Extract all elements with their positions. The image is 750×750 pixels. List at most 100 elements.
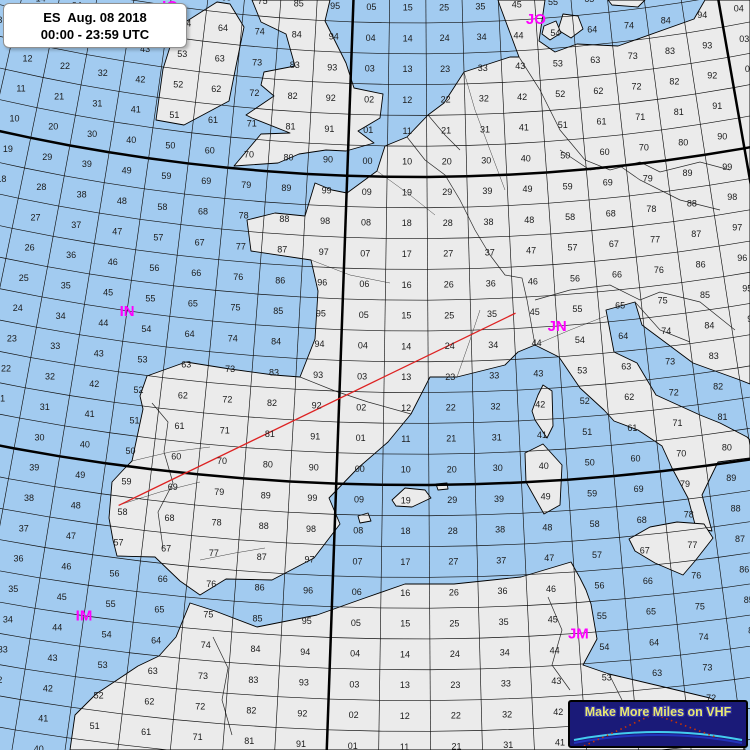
- grid-square-label: 50: [125, 446, 135, 456]
- grid-square-label: 67: [195, 237, 205, 247]
- grid-square-label: 95: [302, 616, 312, 626]
- grid-square-label: 91: [712, 101, 722, 111]
- grid-square-label: 32: [479, 94, 489, 104]
- grid-square-label: 08: [361, 218, 371, 228]
- grid-square-label: 73: [702, 662, 712, 672]
- grid-square-label: 86: [696, 259, 706, 269]
- river: [310, 259, 391, 284]
- grid-square-label: 76: [233, 272, 243, 282]
- grid-square-label: 14: [401, 341, 411, 351]
- grid-square-label: 11: [403, 126, 412, 136]
- grid-square-label: 38: [77, 190, 87, 200]
- grid-meridian: [0, 0, 97, 527]
- grid-square-label: 34: [3, 614, 13, 624]
- grid-square-label: 77: [687, 540, 697, 550]
- grid-square-label: 66: [191, 268, 201, 278]
- grid-square-label: 63: [215, 54, 225, 64]
- grid-square-label: 77: [650, 234, 660, 244]
- grid-square-label: 87: [735, 534, 745, 544]
- grid-square-label: 18: [0, 174, 6, 184]
- banner-text: Make More Miles on VHF: [584, 705, 732, 719]
- grid-square-label: 22: [451, 711, 461, 721]
- grid-square-label: 80: [263, 460, 273, 470]
- grid-square-label: 65: [584, 0, 594, 4]
- grid-square-label: 03: [0, 15, 2, 25]
- grid-square-label: 87: [257, 552, 267, 562]
- grid-square-label: 51: [129, 416, 139, 426]
- grid-square-label: 43: [551, 676, 561, 686]
- grid-square-label: 36: [486, 278, 496, 288]
- grid-square-label: 20: [48, 122, 58, 132]
- grid-square-label: 76: [654, 265, 664, 275]
- grid-square-label: 54: [141, 324, 151, 334]
- grid-square-label: 14: [400, 649, 410, 659]
- grid-square-label: 61: [141, 727, 151, 737]
- grid-square-label: 00: [355, 464, 365, 474]
- grid-square-label: 49: [541, 492, 551, 502]
- grid-square-label: 22: [1, 364, 11, 374]
- grid-square-label: 04: [734, 4, 744, 14]
- grid-square-label: 67: [161, 543, 171, 553]
- field-meridian: [717, 0, 750, 188]
- country-border: [559, 149, 721, 211]
- grid-square-label: 12: [401, 403, 411, 413]
- grid-square-label: 27: [30, 212, 40, 222]
- grid-square-label: 59: [587, 488, 597, 498]
- grid-square-label: 99: [307, 493, 317, 503]
- grid-square-label: 65: [188, 299, 198, 309]
- grid-square-label: 04: [358, 341, 368, 351]
- grid-square-label: 72: [249, 88, 259, 98]
- grid-square-label: 71: [672, 418, 682, 428]
- grid-square-label: 98: [727, 192, 737, 202]
- banner-mmmonvhf[interactable]: Make More Miles on VHF: [568, 700, 748, 748]
- banner-art: [573, 713, 743, 746]
- grid-square-label: 38: [24, 493, 34, 503]
- grid-square-label: 24: [445, 341, 455, 351]
- grid-square-label: 94: [747, 314, 750, 324]
- grid-square-label: 73: [628, 51, 638, 61]
- grid-square-label: 25: [19, 273, 29, 283]
- grid-square-label: 23: [445, 372, 455, 382]
- grid-square-label: 78: [646, 204, 656, 214]
- grid-square-label: 87: [277, 245, 287, 255]
- grid-square-label: 64: [185, 329, 195, 339]
- grid-square-label: 32: [98, 68, 108, 78]
- grid-square-label: 71: [635, 112, 645, 122]
- grid-square-label: 19: [402, 187, 412, 197]
- grid-square-label: 01: [348, 741, 358, 750]
- grid-square-label: 05: [366, 2, 376, 12]
- grid-square-label: 03: [357, 372, 367, 382]
- grid-square-label: 10: [401, 465, 411, 475]
- grid-square-label: 02: [356, 402, 366, 412]
- grid-square-label: 53: [98, 660, 108, 670]
- grid-square-label: 12: [402, 95, 412, 105]
- grid-square-label: 81: [717, 412, 727, 422]
- grid-square-label: 83: [665, 46, 675, 56]
- grid-square-label: 53: [137, 355, 147, 365]
- grid-square-label: 64: [618, 331, 628, 341]
- field-label-IM: IM: [76, 608, 93, 625]
- grid-square-label: 75: [258, 0, 268, 6]
- grid-square-label: 41: [38, 714, 48, 724]
- grid-square-label: 12: [400, 711, 410, 721]
- grid-square-label: 54: [550, 28, 560, 38]
- grid-square-label: 30: [34, 432, 44, 442]
- grid-square-label: 81: [674, 107, 684, 117]
- grid-square-label: 81: [285, 122, 295, 132]
- grid-square-label: 16: [400, 588, 410, 598]
- grid-square-label: 54: [575, 335, 585, 345]
- grid-meridian: [222, 0, 282, 750]
- grid-square-label: 69: [168, 482, 178, 492]
- grid-square-label: 95: [742, 283, 750, 293]
- grid-square-label: 43: [94, 348, 104, 358]
- grid-square-label: 63: [621, 362, 631, 372]
- grid-square-label: 79: [241, 180, 251, 190]
- grid-square-label: 03: [349, 679, 359, 689]
- grid-square-label: 68: [606, 208, 616, 218]
- grid-square-label: 58: [117, 507, 127, 517]
- grid-square-label: 80: [722, 442, 732, 452]
- grid-square-label: 07: [352, 556, 362, 566]
- country-border: [518, 56, 731, 173]
- grid-square-label: 74: [228, 333, 238, 343]
